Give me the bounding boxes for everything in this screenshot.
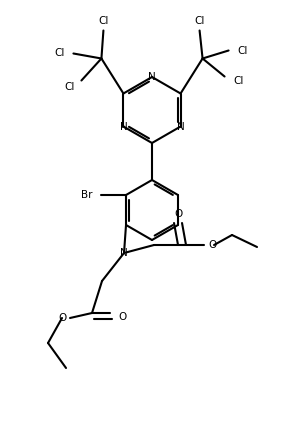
Text: N: N bbox=[177, 122, 184, 132]
Text: Cl: Cl bbox=[237, 46, 248, 56]
Text: Cl: Cl bbox=[54, 49, 65, 59]
Text: O: O bbox=[174, 209, 182, 219]
Text: Cl: Cl bbox=[64, 82, 75, 92]
Text: O: O bbox=[118, 312, 126, 322]
Text: Cl: Cl bbox=[194, 16, 205, 26]
Text: N: N bbox=[120, 122, 127, 132]
Text: O: O bbox=[58, 313, 66, 323]
Text: N: N bbox=[148, 72, 156, 82]
Text: Cl: Cl bbox=[233, 76, 244, 85]
Text: N: N bbox=[120, 248, 128, 258]
Text: O: O bbox=[208, 240, 216, 250]
Text: Cl: Cl bbox=[98, 16, 109, 26]
Text: Br: Br bbox=[81, 190, 92, 200]
